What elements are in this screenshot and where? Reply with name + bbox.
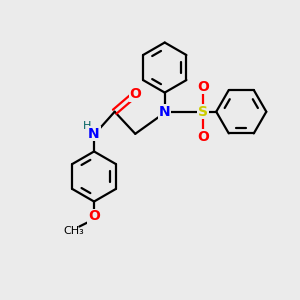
Text: O: O — [88, 209, 100, 223]
Text: N: N — [159, 105, 170, 119]
Text: S: S — [198, 105, 208, 119]
Text: O: O — [197, 80, 209, 94]
Text: O: O — [197, 130, 209, 144]
Text: O: O — [129, 87, 141, 101]
Text: N: N — [88, 127, 100, 141]
Text: CH₃: CH₃ — [63, 226, 84, 236]
Text: H: H — [82, 122, 91, 131]
